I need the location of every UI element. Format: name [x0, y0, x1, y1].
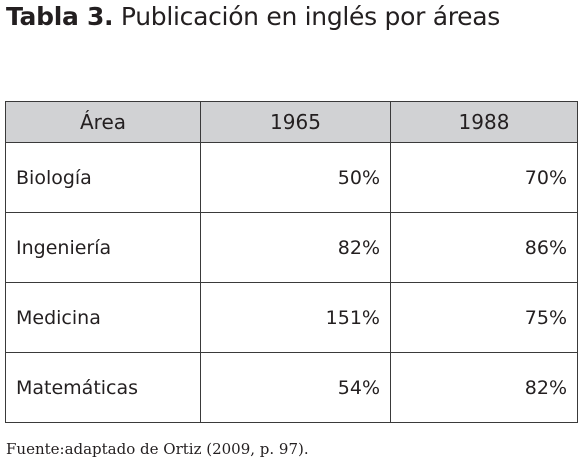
- header-cell: Área: [5, 101, 201, 143]
- value-cell: 151%: [200, 282, 391, 353]
- title-text: Publicación en inglés por áreas: [120, 2, 500, 31]
- table-title: Tabla 3. Publicación en inglés por áreas: [6, 2, 500, 31]
- table-row: Matemáticas 54% 82%: [5, 352, 578, 423]
- value-cell: 50%: [200, 142, 391, 213]
- value-cell: 75%: [390, 282, 578, 353]
- area-cell: Ingeniería: [5, 212, 201, 283]
- header-cell: 1965: [200, 101, 391, 143]
- table-row: Medicina 151% 75%: [5, 282, 578, 353]
- data-table: Área 1965 1988 Biología 50% 70% Ingeniería 82%…: [5, 101, 578, 423]
- value-cell: 86%: [390, 212, 578, 283]
- value-cell: 70%: [390, 142, 578, 213]
- area-cell: Matemáticas: [5, 352, 201, 423]
- value-cell: 82%: [200, 212, 391, 283]
- value-cell: 54%: [200, 352, 391, 423]
- table-row: Biología 50% 70%: [5, 142, 578, 213]
- source-note: Fuente:adaptado de Ortiz (2009, p. 97).: [6, 440, 309, 458]
- table-row: Ingeniería 82% 86%: [5, 212, 578, 283]
- title-label: Tabla 3.: [6, 2, 114, 31]
- value-cell: 82%: [390, 352, 578, 423]
- table-body: Biología 50% 70% Ingeniería 82% 86% Medicina 15…: [5, 142, 578, 423]
- header-cell: 1988: [390, 101, 578, 143]
- area-cell: Biología: [5, 142, 201, 213]
- area-cell: Medicina: [5, 282, 201, 353]
- header-row: Área 1965 1988: [5, 101, 578, 143]
